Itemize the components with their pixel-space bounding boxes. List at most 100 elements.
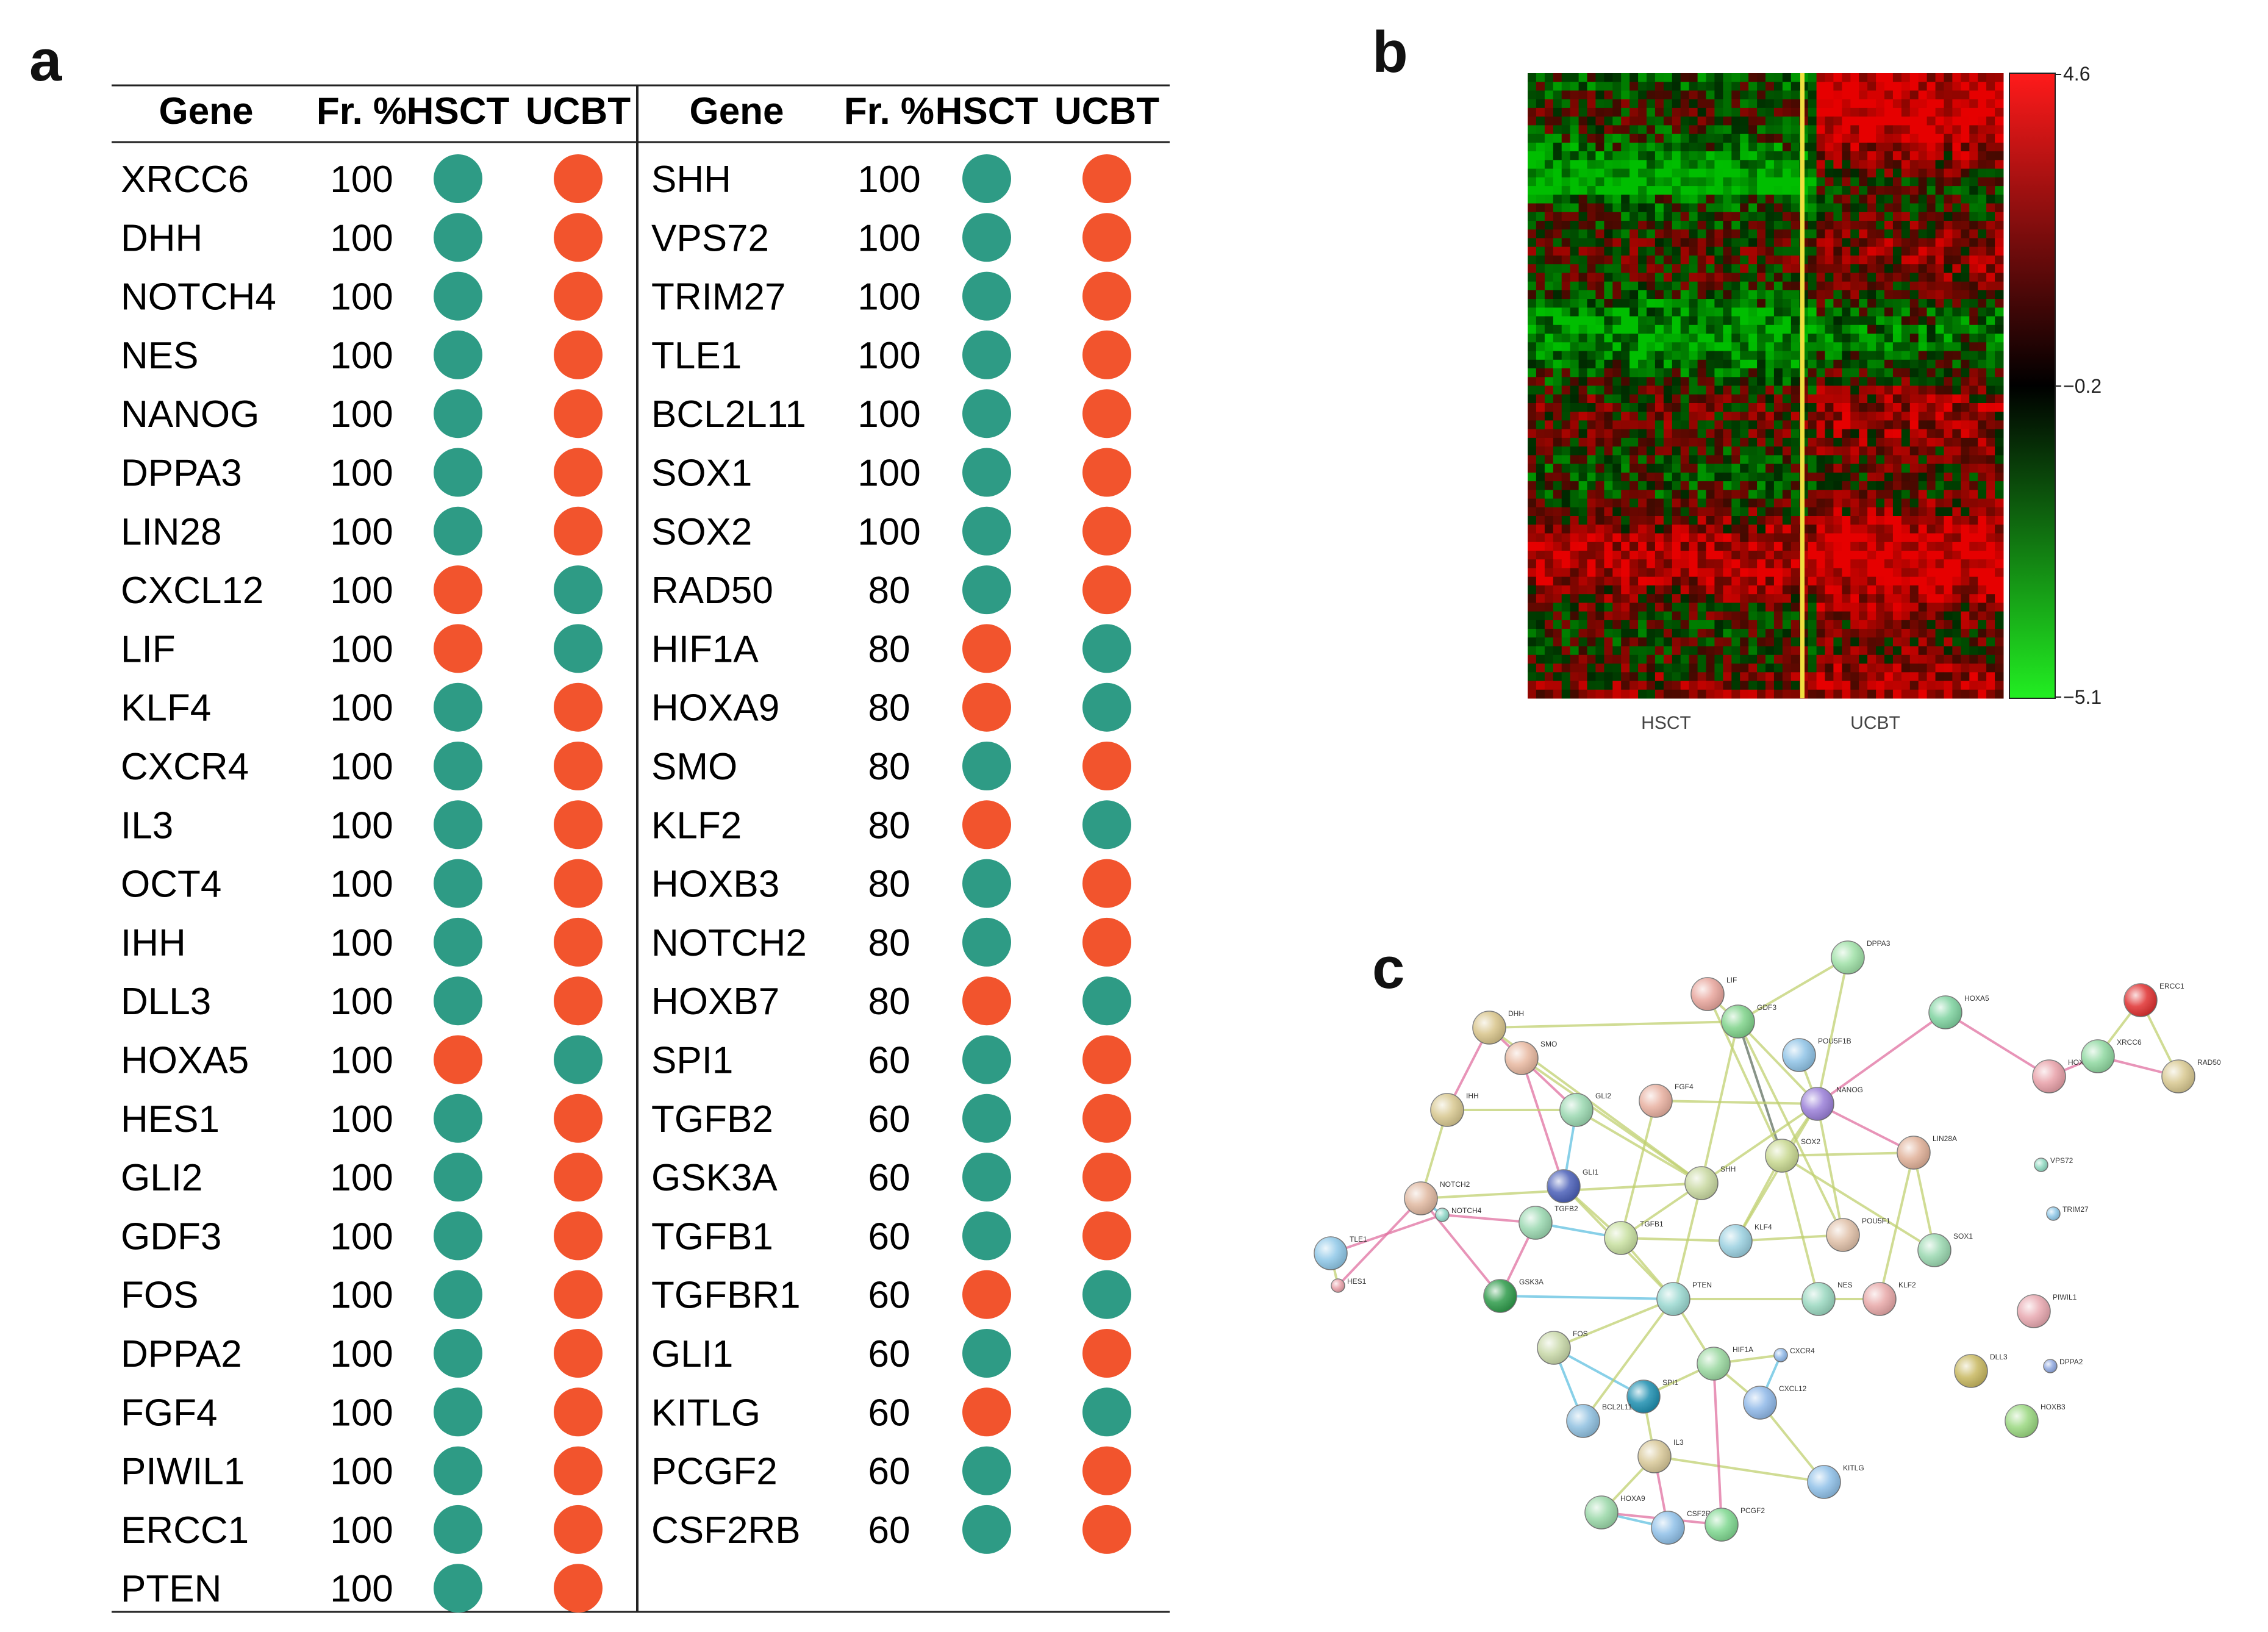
- heatmap-cell: [1961, 151, 1970, 160]
- heatmap-cell: [1850, 637, 1859, 646]
- heatmap-cell: [1570, 99, 1579, 109]
- node-sphere-shine: [2081, 1040, 2114, 1073]
- heatmap-cell: [1672, 524, 1681, 534]
- heatmap-cell: [1714, 212, 1723, 221]
- heatmap-cell: [1944, 246, 1953, 256]
- heatmap-cell: [1604, 160, 1613, 170]
- heatmap-cell: [1604, 412, 1613, 421]
- heatmap-cell: [1689, 446, 1698, 456]
- heatmap-cell: [1969, 316, 1978, 326]
- heatmap-cell: [1884, 212, 1894, 221]
- heatmap-cell: [1672, 273, 1681, 282]
- heatmap-cell: [1672, 134, 1681, 143]
- heatmap-cell: [1528, 186, 1537, 195]
- heatmap-cell: [1918, 151, 1928, 160]
- heatmap-cell: [1578, 551, 1587, 560]
- heatmap-cell: [1892, 385, 1902, 395]
- heatmap-cell: [1536, 603, 1545, 612]
- heatmap-cell: [1859, 116, 1868, 126]
- heatmap-cell: [1654, 481, 1664, 490]
- heatmap-cell: [1578, 516, 1587, 525]
- heatmap-cell: [1570, 212, 1579, 221]
- node-sphere-shine: [1808, 1466, 1841, 1498]
- heatmap-cell: [1689, 490, 1698, 499]
- heatmap-cell: [1944, 125, 1953, 135]
- heatmap-cell: [1935, 134, 1944, 143]
- gene-name: SPI1: [651, 1040, 733, 1082]
- heatmap-cell: [1944, 594, 1953, 603]
- heatmap-cell: [1689, 342, 1698, 351]
- heatmap-cell: [1697, 151, 1706, 160]
- heatmap-cell: [1570, 359, 1579, 369]
- heatmap-cell: [1757, 463, 1766, 473]
- heatmap-cell: [1961, 463, 1970, 473]
- heatmap-cell: [1995, 498, 2004, 508]
- heatmap-cell: [1918, 481, 1928, 490]
- heatmap-cell: [1553, 385, 1562, 395]
- heatmap-cell: [1850, 463, 1859, 473]
- heatmap-cell: [1935, 611, 1944, 621]
- heatmap-cell: [1952, 646, 1961, 656]
- heatmap-cell: [1748, 195, 1758, 204]
- heatmap-cell: [1816, 412, 1825, 421]
- heatmap-cell: [1663, 229, 1673, 238]
- heatmap-cell: [1859, 186, 1868, 195]
- heatmap-cell: [1935, 299, 1944, 308]
- heatmap-cell: [1578, 611, 1587, 621]
- network-edge: [1654, 1455, 1825, 1483]
- heatmap-cell: [1892, 316, 1902, 326]
- heatmap-cell: [1578, 125, 1587, 135]
- heatmap-cell: [1612, 481, 1622, 490]
- hsct-status-dot: [962, 1505, 1011, 1554]
- heatmap-cell: [1892, 116, 1902, 126]
- heatmap-cell: [1647, 82, 1656, 91]
- heatmap-cell: [1833, 90, 1842, 100]
- heatmap-cell: [1672, 221, 1681, 230]
- heatmap-cell: [1578, 238, 1587, 248]
- heatmap-cell: [1561, 99, 1571, 109]
- heatmap-cell: [1536, 359, 1545, 369]
- heatmap-cell: [1901, 646, 1911, 656]
- heatmap-cell: [1680, 559, 1690, 568]
- heatmap-cell: [1995, 524, 2004, 534]
- heatmap-cell: [1731, 559, 1740, 568]
- heatmap-cell: [1884, 264, 1894, 273]
- heatmap-cell: [1892, 82, 1902, 91]
- heatmap-cell: [1570, 429, 1579, 438]
- heatmap-cell: [1672, 646, 1681, 656]
- heatmap-cell: [1714, 73, 1723, 82]
- heatmap-cell: [1714, 394, 1723, 404]
- heatmap-cell: [1723, 142, 1732, 152]
- node-label: LIF: [1726, 976, 1737, 984]
- heatmap-cell: [1638, 195, 1647, 204]
- heatmap-cell: [1654, 394, 1664, 404]
- heatmap-cells: [1528, 73, 2004, 699]
- heatmap-cell: [1876, 334, 1885, 343]
- heatmap-cell: [1706, 620, 1715, 629]
- heatmap-cell: [1995, 290, 2004, 299]
- heatmap-cell: [1561, 116, 1571, 126]
- heatmap-cell: [1731, 212, 1740, 221]
- heatmap-cell: [1995, 507, 2004, 517]
- heatmap-cell: [1595, 611, 1604, 621]
- heatmap-cell: [1765, 412, 1775, 421]
- heatmap-cell: [1952, 142, 1961, 152]
- table-row: IHH 100: [121, 917, 603, 967]
- heatmap-cell: [1859, 359, 1868, 369]
- heatmap-cell: [1672, 168, 1681, 178]
- heatmap-cell: [1867, 177, 1876, 187]
- heatmap-cell: [1647, 203, 1656, 213]
- heatmap-cell: [1859, 142, 1868, 152]
- heatmap-cell: [1706, 629, 1715, 638]
- heatmap-cell: [1654, 342, 1664, 351]
- heatmap-cell: [1842, 594, 1851, 603]
- heatmap-cell: [1714, 107, 1723, 117]
- heatmap-cell: [1680, 90, 1690, 100]
- heatmap-cell: [1680, 246, 1690, 256]
- heatmap-cell: [1995, 429, 2004, 438]
- heatmap-cell: [1528, 359, 1537, 369]
- heatmap-cell: [1969, 307, 1978, 317]
- heatmap-cell: [1867, 498, 1876, 508]
- node-label: XRCC6: [2117, 1038, 2142, 1047]
- heatmap-cell: [1961, 689, 1970, 699]
